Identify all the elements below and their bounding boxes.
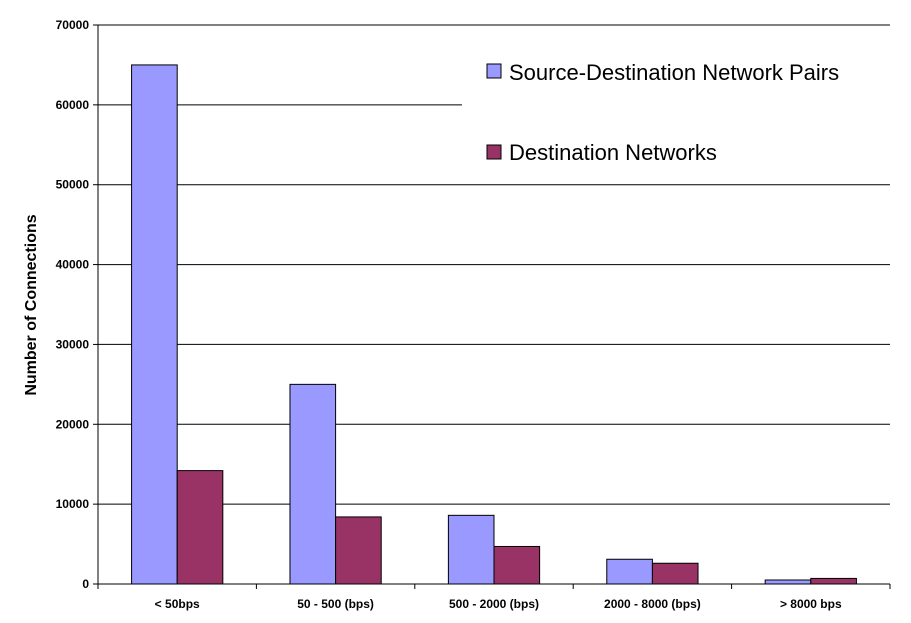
legend-label-destination-networks: Destination Networks [509, 140, 717, 165]
bar-destination-networks [810, 577, 857, 585]
bar-source-destination [606, 558, 653, 585]
y-tick-label: 0 [82, 577, 89, 591]
x-tick-label: 2000 - 8000 (bps) [604, 597, 701, 611]
x-tick-labels: < 50bps 50 - 500 (bps) 500 - 2000 (bps) 200… [155, 597, 842, 611]
y-axis-label: Number of Connections [23, 214, 40, 395]
bar-destination-networks [493, 545, 541, 585]
legend-swatch-source-destination [486, 63, 502, 79]
bar-source-destination [289, 383, 337, 585]
x-tick-label: 50 - 500 (bps) [297, 597, 374, 611]
y-tick-labels: 0 10000 20000 30000 40000 50000 60000 70000 [56, 18, 90, 591]
bar-destination-networks [651, 562, 699, 585]
bar-source-destination [131, 64, 178, 585]
legend-background [462, 48, 892, 184]
legend: Source-Destination Network Pairs Destina… [462, 48, 892, 184]
y-tick-label: 70000 [56, 18, 90, 32]
legend-swatch-destination-networks [486, 144, 502, 160]
bar-destination-networks [335, 516, 382, 585]
y-tick-label: 50000 [56, 178, 90, 192]
y-tick-label: 20000 [56, 417, 90, 431]
x-tick-label: < 50bps [155, 597, 200, 611]
bar-destination-networks [176, 470, 224, 585]
bar-source-destination [764, 579, 812, 585]
axes [93, 24, 891, 589]
x-tick-label: 500 - 2000 (bps) [449, 597, 539, 611]
y-tick-label: 60000 [56, 98, 90, 112]
y-tick-label: 10000 [56, 497, 90, 511]
bars [131, 64, 857, 585]
y-tick-label: 30000 [56, 337, 90, 351]
bar-source-destination [447, 514, 495, 585]
x-tick-label: > 8000 bps [780, 597, 842, 611]
y-tick-label: 40000 [56, 258, 90, 272]
legend-label-source-destination: Source-Destination Network Pairs [509, 60, 839, 85]
